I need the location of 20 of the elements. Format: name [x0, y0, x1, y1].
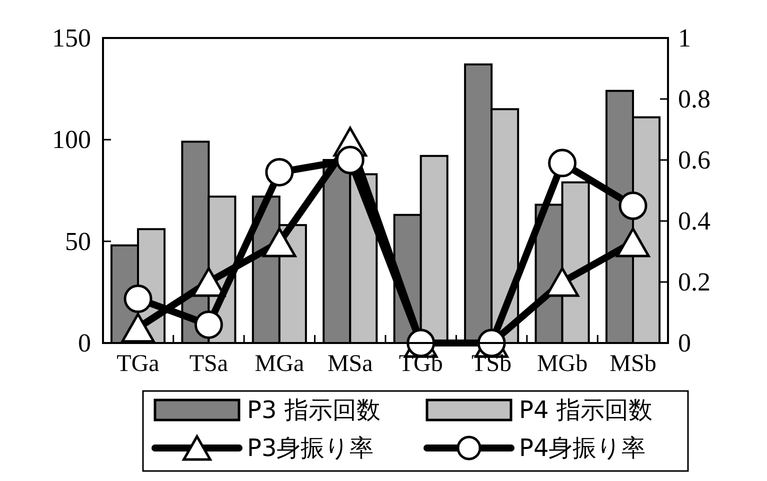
y2-tick-label: 0.8 — [678, 84, 710, 114]
y2-tick-label: 0 — [678, 328, 691, 358]
y-tick-label: 50 — [65, 226, 91, 256]
x-tick-label: MGb — [536, 351, 588, 377]
y2-tick-label: 0.6 — [678, 146, 710, 174]
legend-label: P4身振り率 — [519, 434, 646, 462]
y2-tick-label: 0.4 — [678, 206, 710, 236]
x-tick-label: MGa — [254, 351, 304, 377]
legend-label: P4 指示回数 — [519, 396, 652, 424]
y-tick-label: 100 — [52, 125, 91, 154]
y2-tick-label: 1 — [678, 24, 691, 52]
x-tick-label: MSa — [327, 351, 374, 377]
y-tick-label: 0 — [78, 328, 91, 358]
y2-tick-label: 0.2 — [678, 268, 710, 296]
x-tick-label: TSa — [189, 351, 228, 377]
x-tick-label: MSb — [610, 351, 656, 377]
y-tick-label: 150 — [52, 24, 91, 52]
legend-label: P3身振り率 — [247, 434, 374, 462]
legend-label: P3 指示回数 — [247, 396, 380, 424]
x-tick-label: TGa — [116, 351, 160, 377]
